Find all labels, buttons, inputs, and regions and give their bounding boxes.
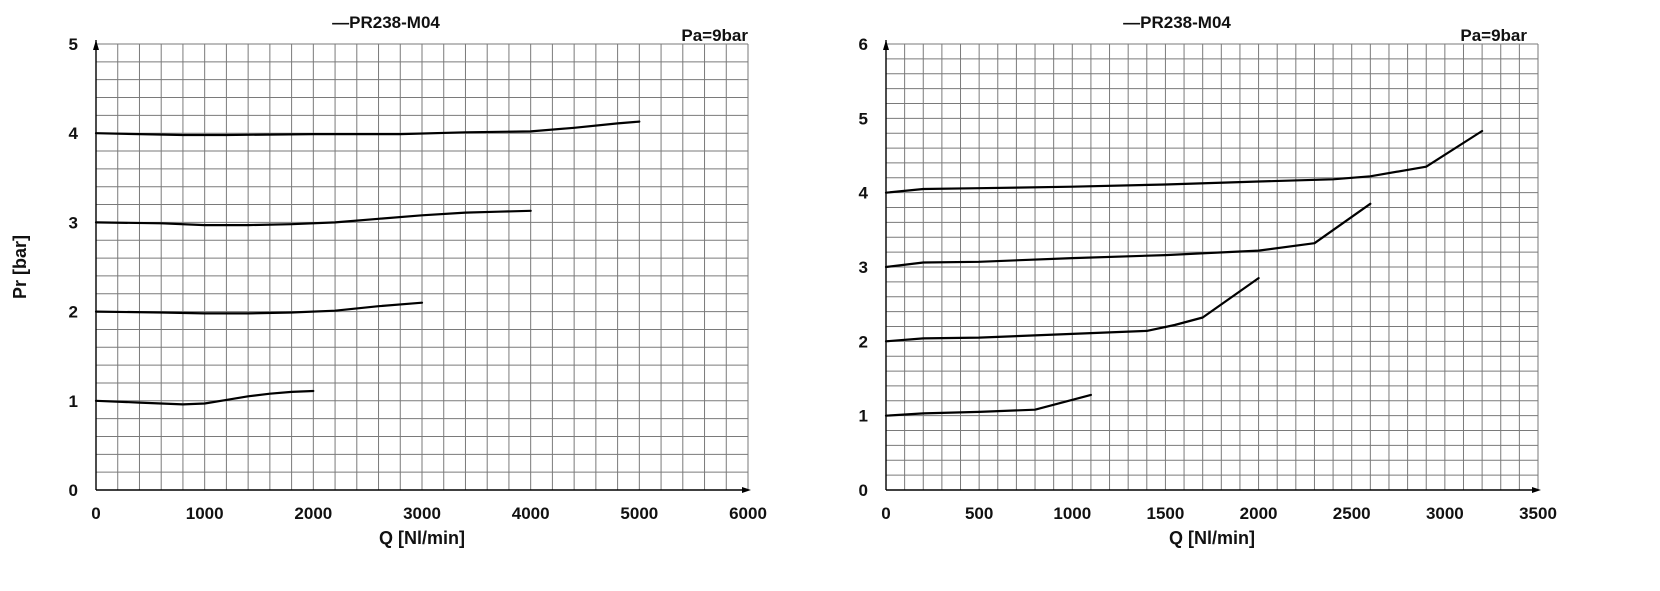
series-line	[884, 277, 1260, 343]
x-axis-arrow	[1532, 487, 1541, 493]
series-line	[94, 389, 315, 406]
series-line	[884, 393, 1092, 417]
y-tick-label: 1	[69, 392, 78, 411]
x-tick-label: 4000	[512, 504, 550, 523]
y-tick-label: 5	[859, 109, 868, 128]
series-line	[94, 209, 532, 227]
x-tick-label: 2000	[1240, 504, 1278, 523]
y-axis-arrow	[93, 40, 99, 50]
pressure-annotation: Pa=9bar	[1460, 26, 1527, 45]
x-tick-label: 1500	[1147, 504, 1185, 523]
x-tick-label: 2000	[294, 504, 332, 523]
y-tick-label: 0	[69, 481, 78, 500]
x-tick-label: 5000	[620, 504, 658, 523]
x-tick-label: 1000	[1053, 504, 1091, 523]
x-axis-label: Q [Nl/min]	[1169, 528, 1255, 548]
y-tick-label: 1	[859, 407, 868, 426]
y-tick-label: 2	[69, 303, 78, 322]
y-tick-label: 0	[859, 481, 868, 500]
y-axis-label: Pr [bar]	[10, 235, 30, 299]
series-line	[94, 301, 424, 315]
y-tick-label: 2	[859, 332, 868, 351]
series-line	[884, 202, 1372, 269]
y-tick-label: 3	[859, 258, 868, 277]
y-tick-label: 6	[859, 35, 868, 54]
pressure-flow-chart-right: 0 500 1000 1500 2000 2500 3000 3500 0 1 2 3 4 5 6 Q [Nl…	[830, 0, 1660, 591]
x-tick-label: 500	[965, 504, 993, 523]
y-tick-label: 4	[69, 124, 79, 143]
y-tick-label: 3	[69, 213, 78, 232]
x-axis-label: Q [Nl/min]	[379, 528, 465, 548]
x-tick-label: 3500	[1519, 504, 1557, 523]
pressure-flow-chart-left: 0 1000 2000 3000 4000 5000 6000 0 1 2 3 4 5 Q [Nl/min…	[10, 13, 767, 548]
y-axis-arrow	[883, 40, 889, 50]
chart-right-svg: 0 500 1000 1500 2000 2500 3000 3500 0 1 2 3 4 5 6 Q [Nl…	[859, 13, 1557, 548]
series-line	[884, 129, 1484, 194]
y-tick-label: 5	[69, 35, 78, 54]
x-tick-label: 0	[881, 504, 890, 523]
x-axis-arrow	[742, 487, 751, 493]
x-tick-label: 6000	[729, 504, 767, 523]
x-tick-label: 1000	[186, 504, 224, 523]
chart-left-svg: 0 1000 2000 3000 4000 5000 6000 0 1 2 3 4 5 Q [Nl/min…	[10, 13, 767, 548]
chart-title: —PR238-M04	[1123, 13, 1231, 32]
x-tick-label: 3000	[403, 504, 441, 523]
x-tick-label: 0	[91, 504, 100, 523]
pressure-annotation: Pa=9bar	[681, 26, 748, 45]
series-line	[94, 120, 641, 137]
x-tick-label: 2500	[1333, 504, 1371, 523]
x-tick-label: 3000	[1426, 504, 1464, 523]
chart-title: —PR238-M04	[332, 13, 440, 32]
y-tick-label: 4	[859, 184, 869, 203]
